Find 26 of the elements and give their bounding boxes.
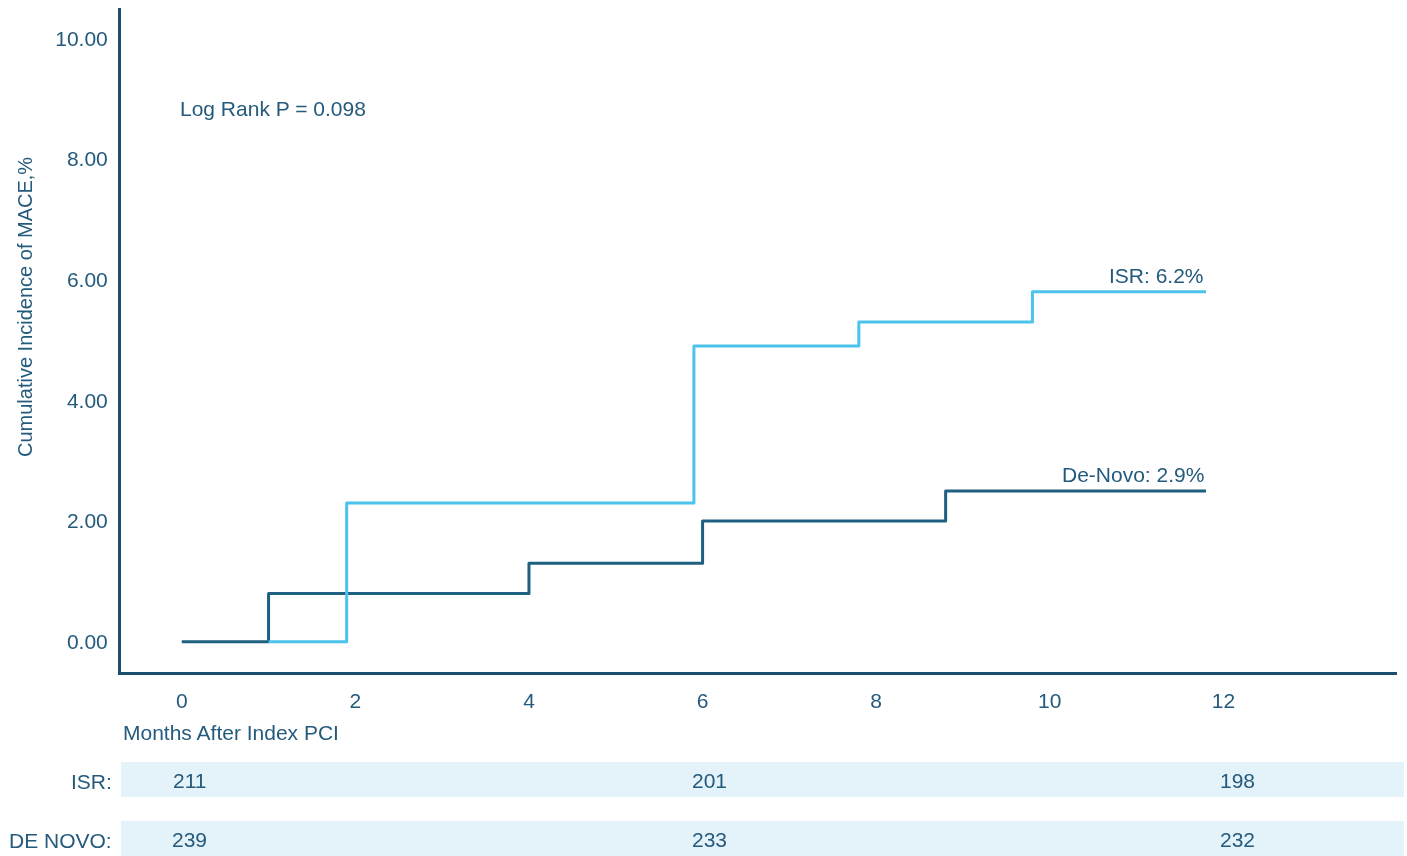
text: 239 [172, 828, 208, 851]
text: 211 [173, 769, 207, 792]
y-tick-label: 0.00 [66, 630, 108, 654]
x-tick-label: 6 [696, 689, 709, 713]
x-tick-label: 2 [349, 689, 362, 713]
y-tick-label: 2.00 [66, 509, 108, 533]
text: DE NOVO: [9, 829, 112, 852]
x-tick-label: 4 [523, 689, 536, 713]
annotation: Log Rank P = 0.098 [180, 97, 366, 120]
x-tick-label: 10 [1038, 689, 1062, 713]
text: ISR: [71, 770, 112, 793]
y-tick-label: 6.00 [66, 267, 108, 291]
x-axis-title: Months After Index PCI [123, 721, 339, 744]
text: 201 [692, 769, 728, 792]
text: 233 [692, 828, 728, 851]
series-label: ISR: 6.2% [1109, 264, 1204, 287]
y-axis-title: Cumulative Incidence of MACE,% [14, 156, 36, 457]
text: 198 [1220, 769, 1256, 792]
y-tick-label: 8.00 [66, 147, 108, 171]
x-tick-label: 12 [1211, 689, 1236, 713]
x-tick-label: 8 [870, 689, 883, 713]
y-tick-label: 10.00 [55, 26, 108, 50]
x-tick-label: 0 [175, 689, 188, 713]
series-label: De-Novo: 2.9% [1062, 463, 1205, 486]
text: 232 [1220, 828, 1256, 851]
y-tick-label: 4.00 [66, 388, 108, 412]
